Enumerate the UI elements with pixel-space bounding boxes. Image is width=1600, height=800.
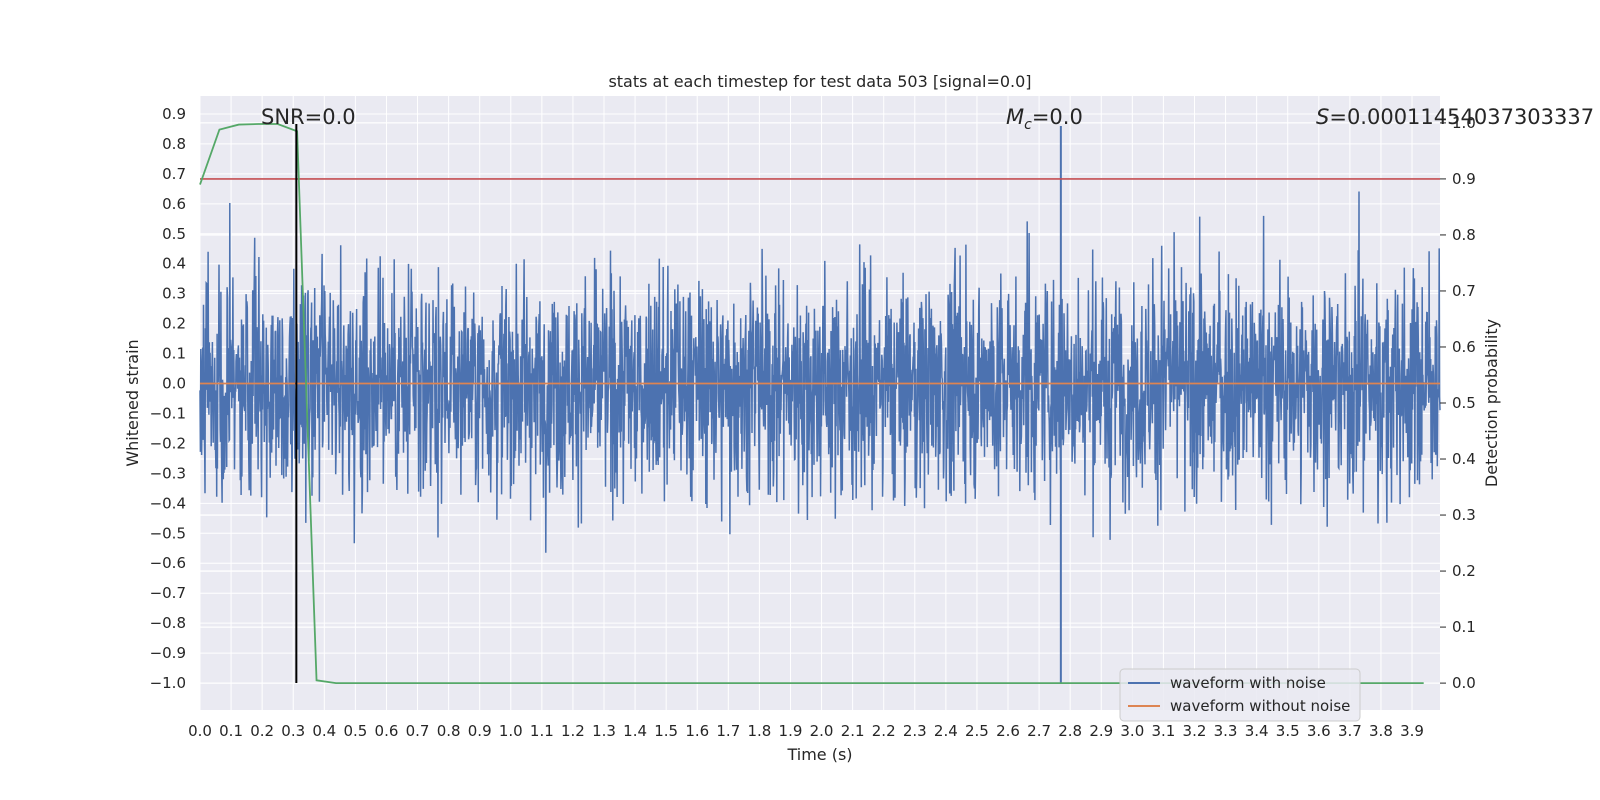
x-tick-label: 3.8 (1369, 722, 1393, 740)
x-tick-label: 3.3 (1214, 722, 1238, 740)
x-tick-label: 0.3 (281, 722, 305, 740)
x-tick-label: 1.6 (685, 722, 709, 740)
legend-box (1119, 668, 1361, 722)
x-tick-label: 0.6 (375, 722, 399, 740)
x-tick-label: 0.1 (219, 722, 243, 740)
x-tick-label: 3.6 (1307, 722, 1331, 740)
x-tick-label: 2.9 (1089, 722, 1113, 740)
detection-probability-line (199, 123, 1424, 685)
left-tick-label: 0.1 (162, 345, 186, 363)
x-tick-label: 1.8 (747, 722, 771, 740)
chirp-mass-value: =0.0 (1032, 105, 1083, 129)
y-axis-label-right: Detection probability (1482, 319, 1501, 487)
x-tick-label: 0.8 (437, 722, 461, 740)
left-tick-label: −0.2 (150, 434, 186, 452)
right-axis-ticks: 1.0 0.9 0.8 0.7 0.6 0.5 0.4 0.3 0.2 0.1 0.0 (1440, 114, 1476, 692)
x-tick-label: 1.0 (499, 722, 523, 740)
x-tick-label: 2.8 (1058, 722, 1082, 740)
left-tick-label: −0.6 (150, 554, 186, 572)
x-tick-label: 3.0 (1120, 722, 1144, 740)
chirp-mass-annotation: Mc=0.0 (1006, 105, 1083, 133)
left-tick-label: 0.4 (162, 255, 186, 273)
x-tick-label: 3.5 (1276, 722, 1300, 740)
x-tick-label: 3.4 (1245, 722, 1269, 740)
x-tick-label: 3.2 (1183, 722, 1207, 740)
right-tick-label: 0.6 (1452, 338, 1476, 356)
right-tick-label: 0.2 (1452, 562, 1476, 580)
left-tick-label: −0.9 (150, 644, 186, 662)
x-tick-label: 1.1 (530, 722, 554, 740)
right-tick-label: 0.4 (1452, 450, 1476, 468)
x-tick-label: 1.5 (654, 722, 678, 740)
x-tick-label: 2.7 (1027, 722, 1051, 740)
x-tick-label: 0.5 (343, 722, 367, 740)
left-tick-label: −0.8 (150, 614, 186, 632)
s-value: =0.00011454037303337 (1329, 105, 1594, 129)
left-tick-label: 0.8 (162, 135, 186, 153)
x-tick-label: 1.9 (779, 722, 803, 740)
left-tick-label: −0.7 (150, 584, 186, 602)
left-tick-label: −0.1 (150, 404, 186, 422)
legend-label-clean: waveform without noise (1170, 697, 1350, 715)
left-tick-label: 0.3 (162, 285, 186, 303)
x-tick-label: 2.0 (810, 722, 834, 740)
x-tick-label: 3.1 (1151, 722, 1175, 740)
right-tick-label: 1.0 (1452, 114, 1476, 132)
left-axis-ticks: 0.9 0.8 0.7 0.6 0.5 0.4 0.3 0.2 0.1 0.0 −0.1 −0.2 −0… (150, 105, 186, 692)
legend: waveform with noise waveform without noi… (1119, 668, 1361, 722)
x-tick-label: 0.7 (406, 722, 430, 740)
x-tick-label: 1.2 (561, 722, 585, 740)
left-tick-label: −1.0 (150, 674, 186, 692)
left-tick-label: −0.5 (150, 524, 186, 542)
x-tick-label: 0.9 (468, 722, 492, 740)
right-tick-label: 0.9 (1452, 170, 1476, 188)
x-tick-label: 1.3 (592, 722, 616, 740)
x-axis-ticks: 0.0 0.1 0.2 0.3 0.4 0.5 0.6 0.7 0.8 0.9 1.0 1.1 1.2 1… (188, 722, 1424, 740)
s-annotation: S=0.00011454037303337 (1316, 105, 1594, 129)
x-tick-label: 2.5 (965, 722, 989, 740)
left-tick-label: 0.2 (162, 315, 186, 333)
y-axis-label-left: Whitened strain (123, 339, 142, 466)
overlay-series (199, 123, 1440, 685)
left-tick-label: −0.4 (150, 494, 186, 512)
right-tick-label: 0.7 (1452, 282, 1476, 300)
x-tick-label: 2.3 (903, 722, 927, 740)
right-tick-label: 0.8 (1452, 226, 1476, 244)
x-tick-label: 0.4 (312, 722, 336, 740)
x-tick-label: 3.9 (1400, 722, 1424, 740)
waveform-with-noise-series (199, 125, 1441, 684)
right-tick-label: 0.5 (1452, 394, 1476, 412)
x-tick-label: 1.4 (623, 722, 647, 740)
x-tick-label: 0.2 (250, 722, 274, 740)
x-tick-label: 2.1 (841, 722, 865, 740)
left-tick-label: −0.3 (150, 464, 186, 482)
x-tick-label: 1.7 (716, 722, 740, 740)
legend-label-noise: waveform with noise (1170, 674, 1326, 692)
left-tick-label: 0.9 (162, 105, 186, 123)
left-tick-label: 0.5 (162, 225, 186, 243)
x-axis-label: Time (s) (786, 745, 852, 764)
right-tick-label: 0.0 (1452, 674, 1476, 692)
x-tick-label: 2.6 (996, 722, 1020, 740)
x-tick-label: 2.4 (934, 722, 958, 740)
snr-annotation: SNR=0.0 (261, 105, 356, 129)
left-tick-label: 0.7 (162, 165, 186, 183)
right-tick-label: 0.1 (1452, 618, 1476, 636)
waveform-with-noise-line (199, 191, 1441, 553)
right-tick-label: 0.3 (1452, 506, 1476, 524)
left-tick-label: 0.0 (162, 375, 186, 393)
left-tick-label: 0.6 (162, 195, 186, 213)
x-tick-label: 2.2 (872, 722, 896, 740)
x-tick-label: 3.7 (1338, 722, 1362, 740)
x-tick-label: 0.0 (188, 722, 212, 740)
chart-title: stats at each timestep for test data 503… (608, 72, 1031, 91)
